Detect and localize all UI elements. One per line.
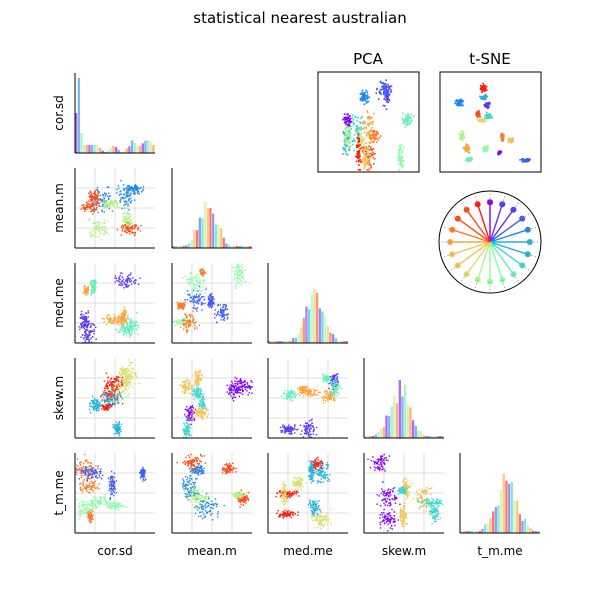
radial-color-key <box>438 190 542 294</box>
pca-scatter <box>342 79 415 171</box>
y-axis-label-t_m.me: t_m.me <box>52 470 66 515</box>
tsne-scatter <box>454 82 531 163</box>
y-axis-labels: cor.sd mean.m med.me skew.m t_m.me <box>52 95 66 515</box>
panel-skew.m-vs-mean.m <box>171 358 253 439</box>
panel-t_m.me-vs-skew.m <box>363 453 444 534</box>
y-axis-label-med.me: med.me <box>52 278 66 328</box>
panel-skew.m-vs-skew.m <box>363 358 444 439</box>
y-axis-label-cor.sd: cor.sd <box>52 95 66 130</box>
panel-mean.m-vs-mean.m <box>171 168 252 249</box>
pca-frame <box>317 71 420 173</box>
x-axis-labels: cor.sd mean.m med.me skew.m t_m.me <box>97 544 522 558</box>
panel-med.me-vs-med.me <box>267 263 348 344</box>
pair-plot-grid <box>74 73 540 534</box>
panel-t_m.me-vs-mean.m <box>171 453 252 534</box>
panel-med.me-vs-mean.m <box>171 263 252 344</box>
panel-t_m.me-vs-cor.sd <box>74 453 155 534</box>
panel-mean.m-vs-cor.sd <box>74 168 155 249</box>
pca-title: PCA <box>353 50 384 68</box>
panel-t_m.me-vs-med.me <box>267 453 348 534</box>
y-axis-label-mean.m: mean.m <box>52 183 66 233</box>
panel-skew.m-vs-med.me <box>267 358 348 439</box>
x-axis-label-med.me: med.me <box>283 544 333 558</box>
x-axis-label-cor.sd: cor.sd <box>97 544 132 558</box>
panel-t_m.me-vs-t_m.me <box>459 453 540 534</box>
figure-title: statistical nearest australian <box>193 9 406 27</box>
x-axis-label-t_m.me: t_m.me <box>477 544 522 558</box>
x-axis-label-skew.m: skew.m <box>382 544 426 558</box>
panel-med.me-vs-cor.sd <box>74 263 155 344</box>
panel-cor.sd-vs-cor.sd <box>74 73 155 154</box>
y-axis-label-skew.m: skew.m <box>52 376 66 420</box>
panel-skew.m-vs-cor.sd <box>74 358 155 439</box>
tsne-frame <box>439 71 542 173</box>
x-axis-label-mean.m: mean.m <box>187 544 237 558</box>
tsne-title: t-SNE <box>469 50 511 68</box>
